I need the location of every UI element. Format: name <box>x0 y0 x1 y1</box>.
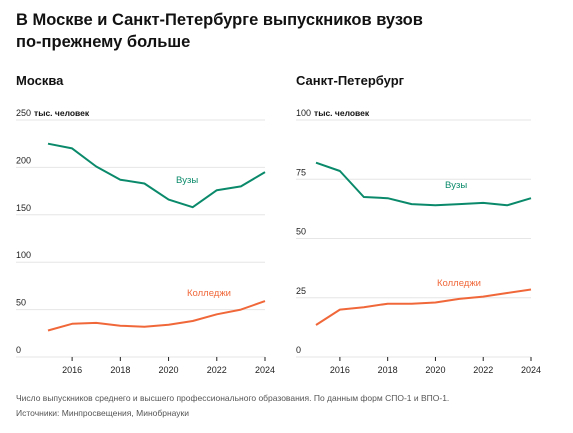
moscow-xtick-label: 2020 <box>159 365 179 375</box>
moscow-xtick-label: 2016 <box>62 365 82 375</box>
spb-ytick-label: 75 <box>296 167 306 177</box>
spb-ytick-label: 25 <box>296 286 306 296</box>
spb-ytick-label: 50 <box>296 227 306 237</box>
panel-title-moscow: Москва <box>16 73 64 88</box>
chart-title: В Москве и Санкт-Петербурге выпускников … <box>16 9 556 53</box>
moscow-xtick-label: 2018 <box>110 365 130 375</box>
spb-ytick-label: 100 тыс. человек <box>296 108 370 118</box>
moscow-ytick-label: 150 <box>16 203 31 213</box>
moscow-xtick-label: 2022 <box>207 365 227 375</box>
spb-xtick-label: 2016 <box>330 365 350 375</box>
moscow-xtick-label: 2024 <box>255 365 275 375</box>
footnote: Число выпускников среднего и высшего про… <box>16 393 450 403</box>
spb-colleges-label: Колледжи <box>437 278 481 289</box>
spb-colleges-line <box>315 288 532 326</box>
moscow-universities-line <box>47 142 266 209</box>
moscow-colleges-line <box>47 300 266 332</box>
moscow-colleges-label: Колледжи <box>187 288 231 299</box>
spb-xtick-label: 2022 <box>473 365 493 375</box>
spb-xtick-label: 2018 <box>378 365 398 375</box>
spb-xtick-label: 2024 <box>521 365 541 375</box>
moscow-unit-label: тыс. человек <box>34 108 90 118</box>
title-line-2: по-прежнему больше <box>16 33 191 51</box>
moscow-ytick-label: 50 <box>16 298 26 308</box>
moscow-universities-label: Вузы <box>176 175 198 186</box>
panel-title-spb: Санкт-Петербург <box>296 73 405 88</box>
moscow-ytick-label: 100 <box>16 250 31 260</box>
spb-universities-line <box>315 161 532 207</box>
spb-universities-label: Вузы <box>445 180 467 191</box>
title-line-1: В Москве и Санкт-Петербурге выпускников … <box>16 11 423 29</box>
sources-note: Источники: Минпросвещения, Минобрнауки <box>16 408 190 418</box>
moscow-ytick-label: 250 тыс. человек <box>16 108 90 118</box>
moscow-ytick-label: 200 <box>16 155 31 165</box>
spb-xtick-label: 2020 <box>425 365 445 375</box>
spb-ytick-label: 0 <box>296 345 301 355</box>
spb-unit-label: тыс. человек <box>314 108 370 118</box>
moscow-ytick-label: 0 <box>16 345 21 355</box>
